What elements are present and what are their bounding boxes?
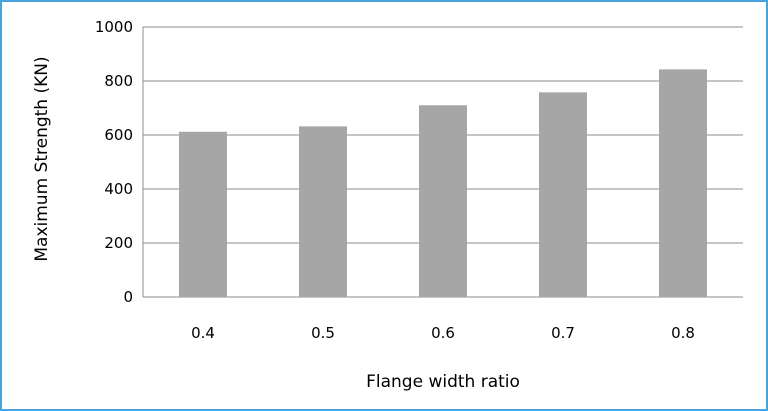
y-tick-labels: 0 200 400 600 800 1000 xyxy=(95,18,133,306)
x-tick-label-4: 0.8 xyxy=(671,324,695,342)
bar-0.7 xyxy=(539,92,587,297)
bars xyxy=(179,69,707,297)
bar-0.8 xyxy=(659,69,707,297)
y-tick-label-0: 0 xyxy=(123,288,133,306)
y-tick-label-1: 200 xyxy=(104,234,133,252)
y-tick-label-4: 800 xyxy=(104,72,133,90)
x-tick-labels: 0.4 0.5 0.6 0.7 0.8 xyxy=(191,324,695,342)
y-axis-title: Maximum Strength (KN) xyxy=(32,56,52,261)
y-tick-label-2: 400 xyxy=(104,180,133,198)
x-tick-label-2: 0.6 xyxy=(431,324,455,342)
x-tick-label-0: 0.4 xyxy=(191,324,215,342)
y-tick-label-3: 600 xyxy=(104,126,133,144)
x-axis-title: Flange width ratio xyxy=(366,372,520,392)
x-tick-label-1: 0.5 xyxy=(311,324,335,342)
x-tick-label-3: 0.7 xyxy=(551,324,575,342)
bar-0.5 xyxy=(299,126,347,297)
y-tick-label-5: 1000 xyxy=(95,18,133,36)
bar-0.6 xyxy=(419,105,467,297)
bar-0.4 xyxy=(179,131,227,297)
